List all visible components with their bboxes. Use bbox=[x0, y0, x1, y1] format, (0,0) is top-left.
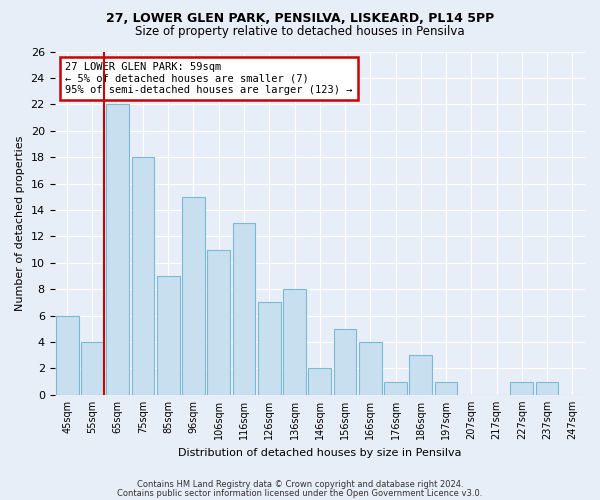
Bar bbox=[208, 250, 230, 395]
Bar bbox=[157, 276, 179, 395]
Bar bbox=[81, 342, 104, 395]
Text: Contains HM Land Registry data © Crown copyright and database right 2024.: Contains HM Land Registry data © Crown c… bbox=[137, 480, 463, 489]
Text: 27, LOWER GLEN PARK, PENSILVA, LISKEARD, PL14 5PP: 27, LOWER GLEN PARK, PENSILVA, LISKEARD,… bbox=[106, 12, 494, 26]
Bar bbox=[409, 355, 432, 395]
Bar bbox=[536, 382, 559, 395]
Bar bbox=[384, 382, 407, 395]
Bar bbox=[334, 329, 356, 395]
Bar bbox=[56, 316, 79, 395]
Bar bbox=[233, 223, 256, 395]
Text: Contains public sector information licensed under the Open Government Licence v3: Contains public sector information licen… bbox=[118, 488, 482, 498]
Bar bbox=[511, 382, 533, 395]
Bar bbox=[359, 342, 382, 395]
Bar bbox=[106, 104, 129, 395]
Bar bbox=[131, 157, 154, 395]
Bar bbox=[434, 382, 457, 395]
Bar bbox=[182, 196, 205, 395]
Text: Size of property relative to detached houses in Pensilva: Size of property relative to detached ho… bbox=[135, 25, 465, 38]
Bar bbox=[258, 302, 281, 395]
Bar bbox=[283, 289, 306, 395]
X-axis label: Distribution of detached houses by size in Pensilva: Distribution of detached houses by size … bbox=[178, 448, 461, 458]
Text: 27 LOWER GLEN PARK: 59sqm
← 5% of detached houses are smaller (7)
95% of semi-de: 27 LOWER GLEN PARK: 59sqm ← 5% of detach… bbox=[65, 62, 353, 95]
Y-axis label: Number of detached properties: Number of detached properties bbox=[15, 136, 25, 311]
Bar bbox=[308, 368, 331, 395]
